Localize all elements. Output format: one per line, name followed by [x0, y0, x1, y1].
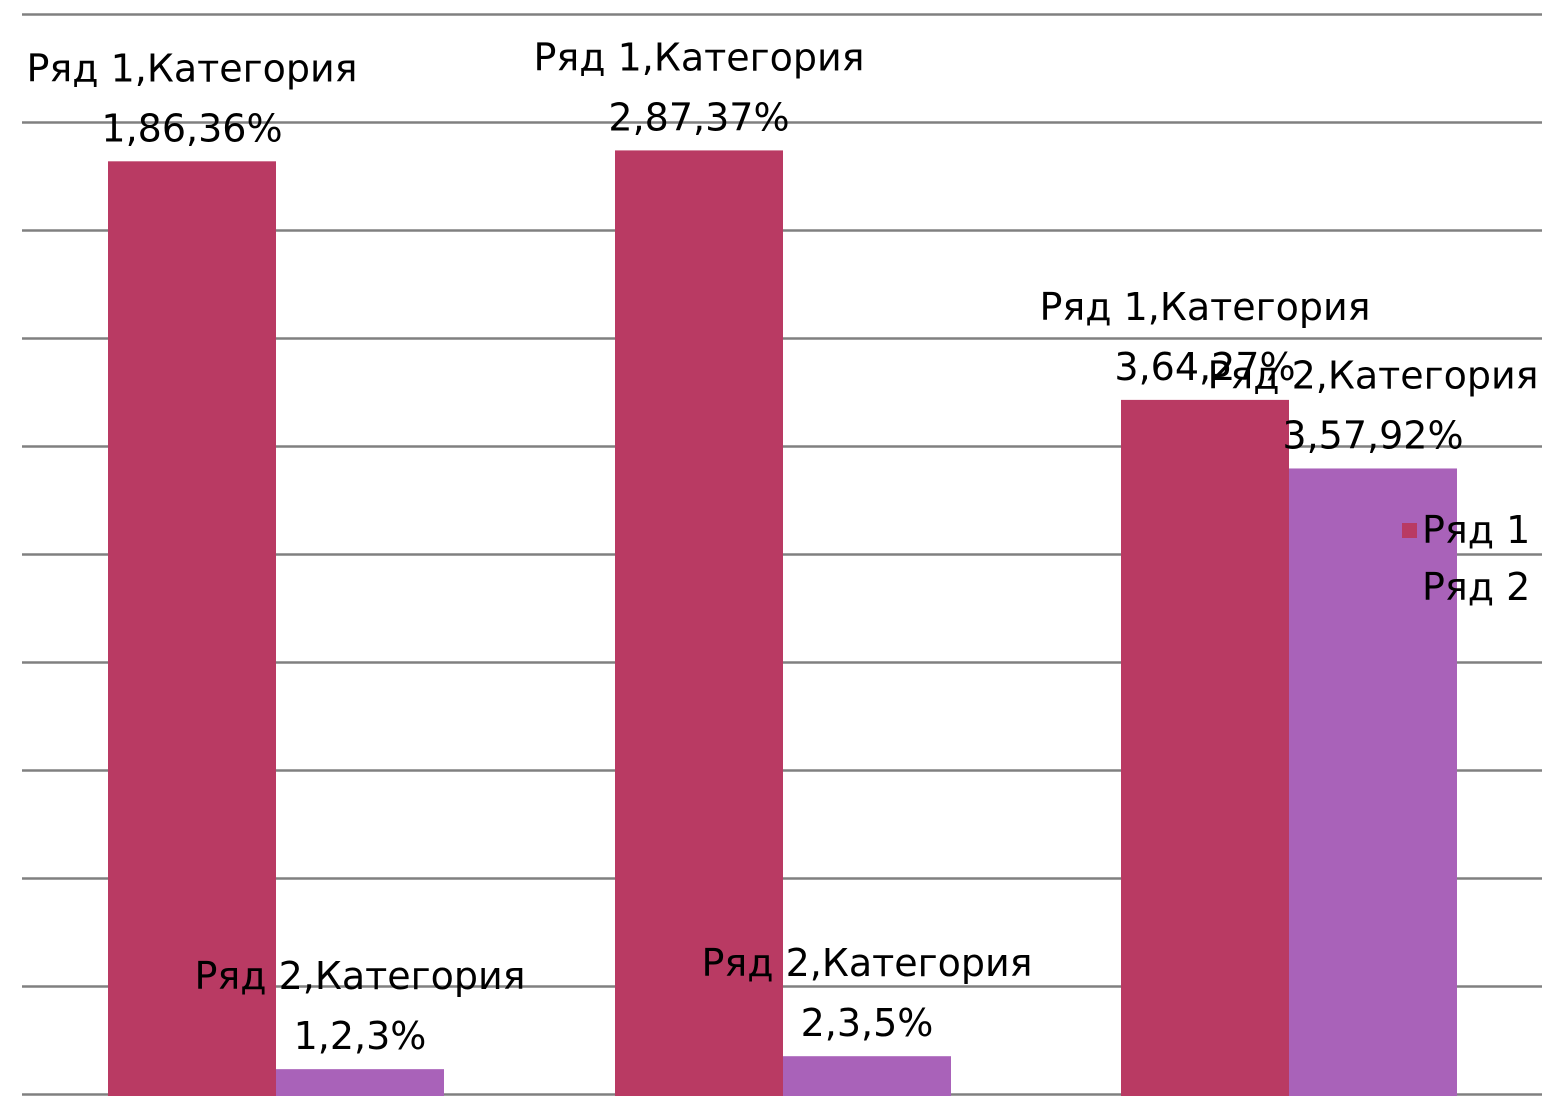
data-label-line2: 2,3,5% [801, 1001, 934, 1045]
data-label-line1: Ряд 1,Категория [26, 46, 357, 90]
data-label-series1-cat3: Ряд 1,Категория 3,64,27% [1039, 285, 1370, 389]
bar-series2-cat2 [783, 1056, 951, 1096]
bar-series1-cat2 [615, 150, 783, 1096]
data-label-series1-cat1: Ряд 1,Категория 1,86,36% [26, 46, 357, 150]
legend-label: Ряд 1 [1422, 508, 1530, 552]
data-label-series2-cat3: Ряд 2,Категория 3,57,92% [1207, 353, 1538, 457]
data-label-line1: Ряд 2,Категория [1207, 353, 1538, 397]
data-label-series2-cat1: Ряд 2,Категория 1,2,3% [194, 954, 525, 1058]
data-label-line2: 3,57,92% [1282, 413, 1463, 457]
data-label-series1-cat2: Ряд 1,Категория 2,87,37% [533, 35, 864, 139]
bar-series1-cat1 [108, 161, 276, 1096]
legend-item-1: Ряд 1 [1402, 508, 1530, 552]
data-label-line2: 1,2,3% [294, 1014, 427, 1058]
data-label-line2: 1,86,36% [101, 106, 282, 150]
data-label-line1: Ряд 1,Категория [1039, 285, 1370, 329]
data-label-line1: Ряд 2,Категория [194, 954, 525, 998]
legend-swatch [1402, 523, 1417, 538]
bar-series1-cat3 [1121, 399, 1289, 1096]
data-label-line1: Ряд 2,Категория [701, 941, 1032, 985]
legend-item-2: Ряд 2 [1402, 565, 1530, 609]
bar-series2-cat1 [276, 1069, 444, 1096]
bars [108, 150, 1457, 1096]
data-label-line2: 2,87,37% [608, 95, 789, 139]
bar-series2-cat3 [1289, 468, 1457, 1096]
legend: Ряд 1 Ряд 2 [1402, 508, 1530, 609]
data-label-line1: Ряд 1,Категория [533, 35, 864, 79]
legend-label: Ряд 2 [1422, 565, 1530, 609]
legend-swatch [1402, 580, 1417, 595]
data-labels: Ряд 1,Категория 1,86,36% Ряд 1,Категория 2,… [26, 35, 1538, 1058]
data-label-line2: 3,64,27% [1114, 345, 1295, 389]
data-label-series2-cat2: Ряд 2,Категория 2,3,5% [701, 941, 1032, 1045]
